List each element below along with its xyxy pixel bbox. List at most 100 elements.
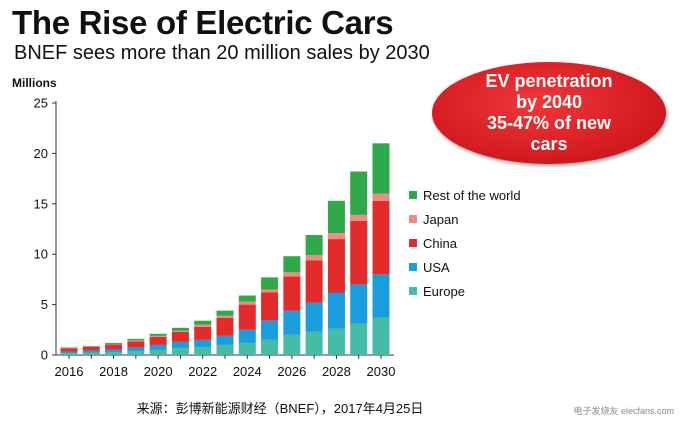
- bar-segment: [60, 347, 78, 348]
- bar-segment: [171, 341, 189, 348]
- source-note: 来源：彭博新能源财经（BNEF），2017年4月25日: [136, 401, 424, 416]
- bar-segment: [149, 336, 167, 345]
- ev-penetration-callout: EV penetration by 2040 35-47% of new car…: [432, 62, 666, 164]
- bar-segment: [60, 352, 78, 355]
- bar-segment: [127, 338, 145, 341]
- bar-segment: [372, 200, 390, 275]
- bar-segment: [372, 317, 390, 355]
- bar-segment: [105, 343, 123, 345]
- bar-segment: [305, 255, 323, 261]
- legend-swatch: [409, 263, 417, 271]
- bar-segment: [327, 200, 345, 234]
- bar-segment: [372, 193, 390, 201]
- y-tick-label: 0: [41, 348, 48, 363]
- legend-label: Europe: [423, 283, 465, 299]
- bar-segment: [216, 344, 234, 355]
- bar-segment: [261, 277, 279, 290]
- x-tick-label: 2016: [55, 364, 84, 379]
- chart-legend: Rest of the world Japan China USA Europe: [409, 183, 521, 303]
- bar-segment: [149, 349, 167, 355]
- bar-segment: [350, 284, 368, 324]
- bar-segment: [261, 339, 279, 355]
- bar-segment: [350, 323, 368, 355]
- bar-segment: [216, 315, 234, 318]
- chart-subtitle: BNEF sees more than 20 million sales by …: [14, 42, 430, 64]
- bar-segment: [105, 344, 123, 350]
- bar-segment: [261, 320, 279, 340]
- legend-item: USA: [409, 255, 521, 279]
- legend-item: Japan: [409, 207, 521, 231]
- bar-segment: [238, 295, 256, 302]
- bar-segment: [149, 335, 167, 337]
- legend-swatch: [409, 215, 417, 223]
- bar-segment: [261, 292, 279, 321]
- callout-line-2: by 2040: [515, 92, 583, 112]
- bar-segment: [171, 330, 189, 332]
- legend-label: USA: [423, 259, 450, 275]
- legend-swatch: [409, 191, 417, 199]
- x-tick-label: 2022: [188, 364, 217, 379]
- bar-segment: [82, 346, 100, 351]
- y-tick-label: 5: [41, 297, 48, 312]
- legend-label: Rest of the world: [423, 187, 521, 203]
- bar-segment: [261, 289, 279, 293]
- x-tick-label: 2030: [367, 364, 396, 379]
- bar-segment: [216, 335, 234, 345]
- bar-segment: [283, 276, 301, 311]
- bar-segment: [283, 256, 301, 273]
- bar-segment: [305, 260, 323, 303]
- bar-segment: [372, 274, 390, 318]
- bar-segment: [283, 310, 301, 335]
- bar-segment: [216, 317, 234, 336]
- bar-segment: [127, 341, 145, 348]
- bar-segment: [127, 340, 145, 342]
- bar-segment: [194, 324, 212, 327]
- bar-segment: [82, 345, 100, 347]
- legend-label: China: [423, 235, 457, 251]
- bar-segment: [238, 301, 256, 305]
- bar-segment: [194, 346, 212, 355]
- legend-swatch: [409, 239, 417, 247]
- callout-line-4: cars: [530, 134, 568, 154]
- bar-segment: [305, 302, 323, 332]
- bar-segment: [305, 331, 323, 355]
- bar-segment: [105, 349, 123, 352]
- x-tick-label: 2026: [277, 364, 306, 379]
- bar-segment: [327, 328, 345, 355]
- legend-label: Japan: [423, 211, 459, 227]
- bar-segment: [283, 334, 301, 355]
- bar-segment: [149, 333, 167, 336]
- y-tick-label: 20: [34, 146, 48, 161]
- x-tick-label: 2018: [99, 364, 128, 379]
- bar-segment: [283, 272, 301, 277]
- bar-segment: [82, 352, 100, 355]
- bar-segment: [327, 239, 345, 293]
- legend-item: China: [409, 231, 521, 255]
- callout-line-1: EV penetration: [485, 71, 613, 91]
- chart-title: The Rise of Electric Cars: [12, 4, 394, 41]
- bar-segment: [171, 331, 189, 342]
- bar-segment: [171, 347, 189, 355]
- bar-segment: [372, 143, 390, 194]
- bar-segment: [149, 344, 167, 350]
- bar-segment: [105, 342, 123, 344]
- bar-segment: [82, 346, 100, 347]
- bar-segment: [60, 351, 78, 353]
- x-tick-label: 2024: [233, 364, 262, 379]
- bar-segment: [327, 292, 345, 329]
- bar-segment: [194, 320, 212, 325]
- bar-segment: [238, 304, 256, 330]
- callout-line-3: 35-47% of new: [486, 113, 612, 133]
- x-tick-label: 2028: [322, 364, 351, 379]
- y-axis-label: Millions: [12, 76, 57, 90]
- bar-segment: [127, 350, 145, 355]
- bar-segment: [216, 310, 234, 316]
- bar-segment: [82, 350, 100, 353]
- legend-item: Rest of the world: [409, 183, 521, 207]
- bar-segment: [60, 348, 78, 352]
- bar-segment: [327, 233, 345, 240]
- bar-segment: [305, 235, 323, 256]
- bar-segment: [105, 351, 123, 355]
- bar-segment: [194, 326, 212, 340]
